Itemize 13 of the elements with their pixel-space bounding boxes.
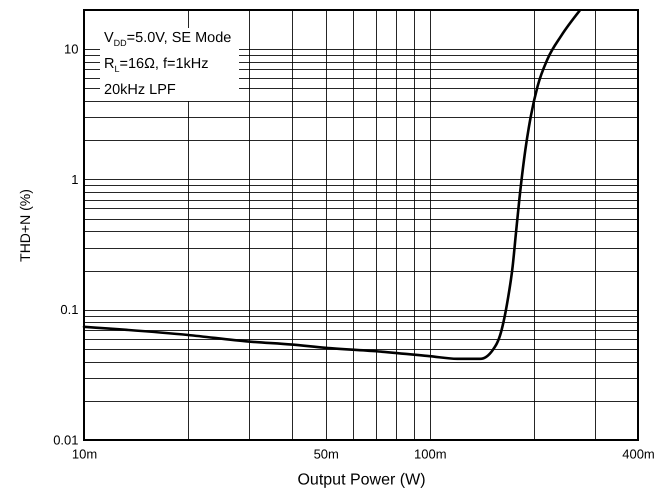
x-tick-label: 10m — [72, 446, 98, 462]
y-tick-label: 0.01 — [53, 432, 78, 448]
annotation: R$_{L}$=16Ω, f=1kHz — [104, 56, 209, 74]
x-tick-label: 50m — [314, 446, 339, 462]
annotation: 20kHz LPF — [104, 82, 176, 98]
x-tick-label: 100m — [414, 446, 447, 462]
x-axis-title: Output Power (W) — [297, 472, 426, 488]
y-tick-label: 0.1 — [60, 302, 78, 318]
y-tick-label: 1 — [71, 172, 78, 187]
y-axis-title: THD+N (%) — [17, 189, 34, 262]
y-tick-label: 10 — [64, 42, 78, 57]
x-tick-label: 400m — [622, 446, 655, 462]
annotation: V$_{DD}$=5.0V, SE Mode — [104, 30, 232, 48]
